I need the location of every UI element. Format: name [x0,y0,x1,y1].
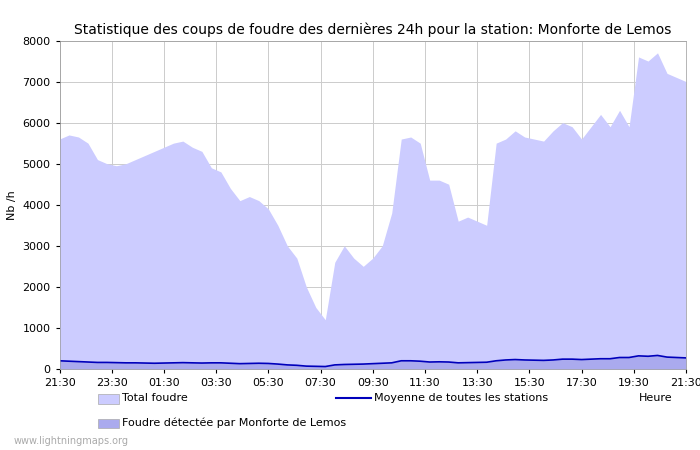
Text: Total foudre: Total foudre [122,393,188,403]
Text: Foudre détectée par Monforte de Lemos: Foudre détectée par Monforte de Lemos [122,418,346,428]
Title: Statistique des coups de foudre des dernières 24h pour la station: Monforte de L: Statistique des coups de foudre des dern… [74,22,671,36]
Y-axis label: Nb /h: Nb /h [7,190,17,220]
Text: Heure: Heure [638,393,672,403]
Text: Moyenne de toutes les stations: Moyenne de toutes les stations [374,393,549,403]
Text: www.lightningmaps.org: www.lightningmaps.org [14,436,129,446]
